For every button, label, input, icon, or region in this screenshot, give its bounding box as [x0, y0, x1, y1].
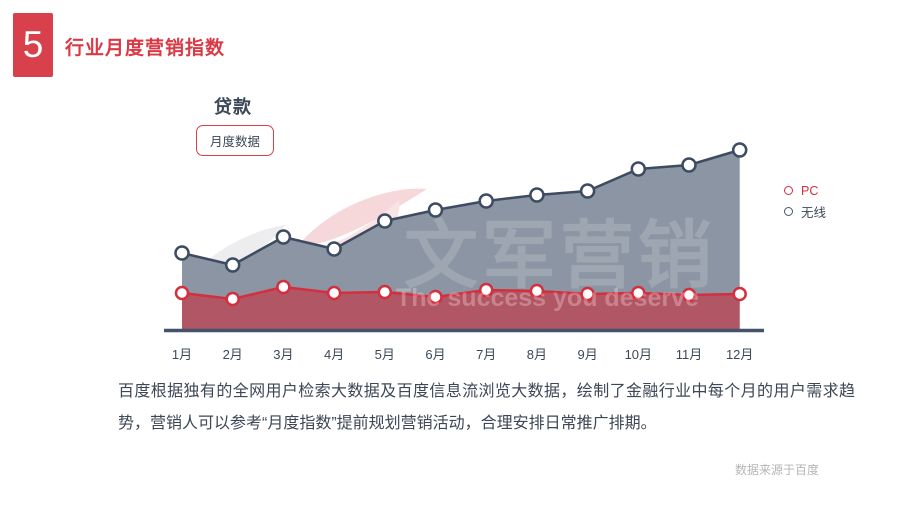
- wireless-point: [579, 183, 596, 199]
- pc-point: [580, 286, 595, 302]
- x-axis-label: 1月: [171, 347, 193, 362]
- pc-point: [326, 285, 342, 301]
- legend-label: 无线: [801, 206, 827, 220]
- wireless-point: [427, 202, 444, 218]
- pc-point: [276, 279, 291, 295]
- monthly-data-button[interactable]: 月度数据: [196, 125, 274, 156]
- x-axis-label: 6月: [425, 347, 446, 362]
- pc-point: [631, 285, 646, 301]
- x-axis-label: 8月: [526, 347, 547, 362]
- page-title: 行业月度营销指数: [65, 38, 226, 59]
- wireless-point: [529, 187, 545, 203]
- legend-circle-icon: [784, 186, 793, 195]
- wireless-point: [174, 245, 190, 261]
- slide-number-badge: 5: [13, 13, 53, 77]
- pc-point: [732, 286, 747, 302]
- pc-point: [428, 289, 443, 305]
- x-axis-label: 10月: [624, 347, 653, 362]
- pc-point: [681, 287, 697, 303]
- pc-point: [377, 284, 393, 300]
- wireless-point: [681, 157, 697, 173]
- wireless-point: [275, 229, 292, 245]
- chart-legend: PC 无线: [784, 180, 826, 222]
- wireless-point: [326, 241, 342, 257]
- x-axis-label: 12月: [725, 347, 754, 362]
- wireless-point: [224, 257, 241, 273]
- chart-title: 贷款: [214, 97, 252, 117]
- x-axis-label: 4月: [323, 347, 345, 362]
- data-source-note: 数据来源于百度: [735, 463, 820, 477]
- pc-point: [529, 283, 545, 299]
- pc-point: [174, 285, 190, 301]
- wireless-point: [377, 213, 393, 229]
- wireless-point: [731, 142, 748, 158]
- pc-point: [225, 291, 240, 307]
- wireless-point: [478, 193, 494, 209]
- pc-line: [181, 285, 740, 301]
- area-chart: [164, 142, 764, 333]
- description-text: 百度根据独有的全网用户检索大数据及百度信息流浏览大数据，绘制了金融行业中每个月的…: [118, 383, 855, 432]
- pc-area: [182, 287, 740, 329]
- x-axis-label: 5月: [374, 347, 395, 362]
- legend-circle-icon: [784, 207, 793, 216]
- pc-point: [478, 282, 494, 298]
- legend-item-wireless[interactable]: 无线: [784, 201, 826, 222]
- x-axis-label: 11月: [675, 347, 703, 362]
- legend-label: PC: [801, 183, 819, 198]
- wireless-area: [182, 150, 740, 329]
- x-axis-labels: 1月 2月 3月 4月 5月 6月 7月 8月 9月 10月 11月 12月: [160, 344, 770, 362]
- x-axis-label: 9月: [577, 347, 598, 362]
- wireless-point: [630, 161, 647, 177]
- x-axis-label: 7月: [476, 347, 497, 362]
- legend-item-pc[interactable]: PC: [784, 180, 826, 201]
- x-axis-label: 2月: [222, 347, 243, 362]
- x-axis-label: 3月: [273, 347, 294, 362]
